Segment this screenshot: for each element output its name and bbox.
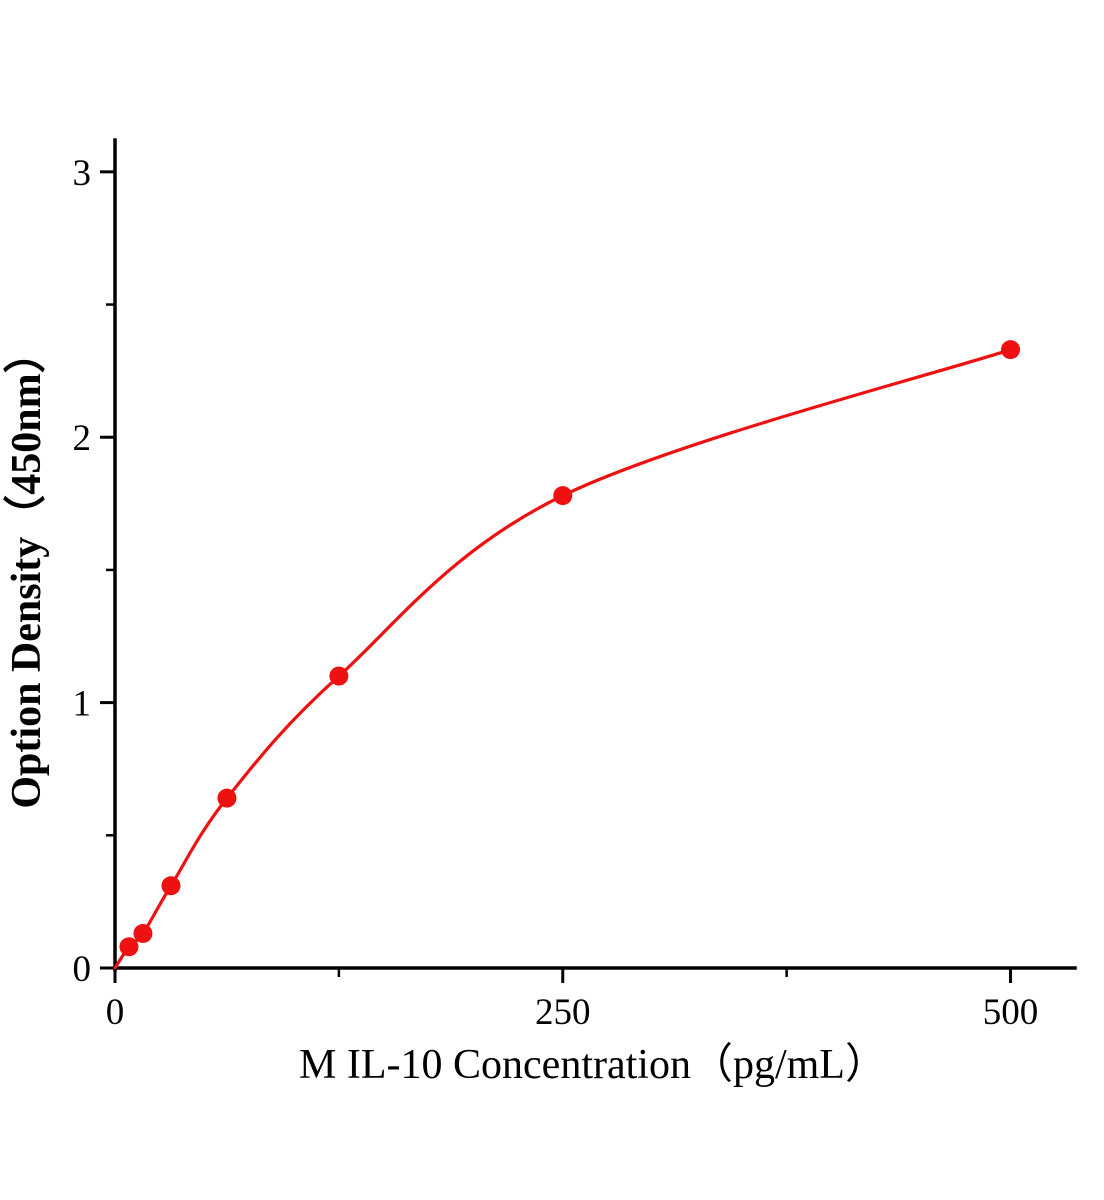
y-tick-label: 1 [73,684,92,725]
data-point [119,937,139,957]
x-tick-label: 0 [106,992,125,1033]
plot-generated-layer: 0 250 500 0 1 2 3 [73,138,1077,1033]
data-point [329,666,349,686]
y-tick-label: 3 [73,153,92,194]
y-tick-label: 2 [73,418,92,459]
y-axis-title: Option Density（450nm） [3,331,50,808]
data-point [553,486,573,506]
x-tick-label: 500 [983,992,1039,1033]
data-point [217,788,237,808]
y-tick-label: 0 [73,949,92,990]
x-tick-label: 250 [535,992,591,1033]
data-point [133,924,153,943]
standard-curve-line [113,348,1013,970]
x-axis-title: M IL-10 Concentration（pg/mL） [299,1042,887,1088]
data-point [1001,340,1021,360]
data-point [161,876,181,896]
